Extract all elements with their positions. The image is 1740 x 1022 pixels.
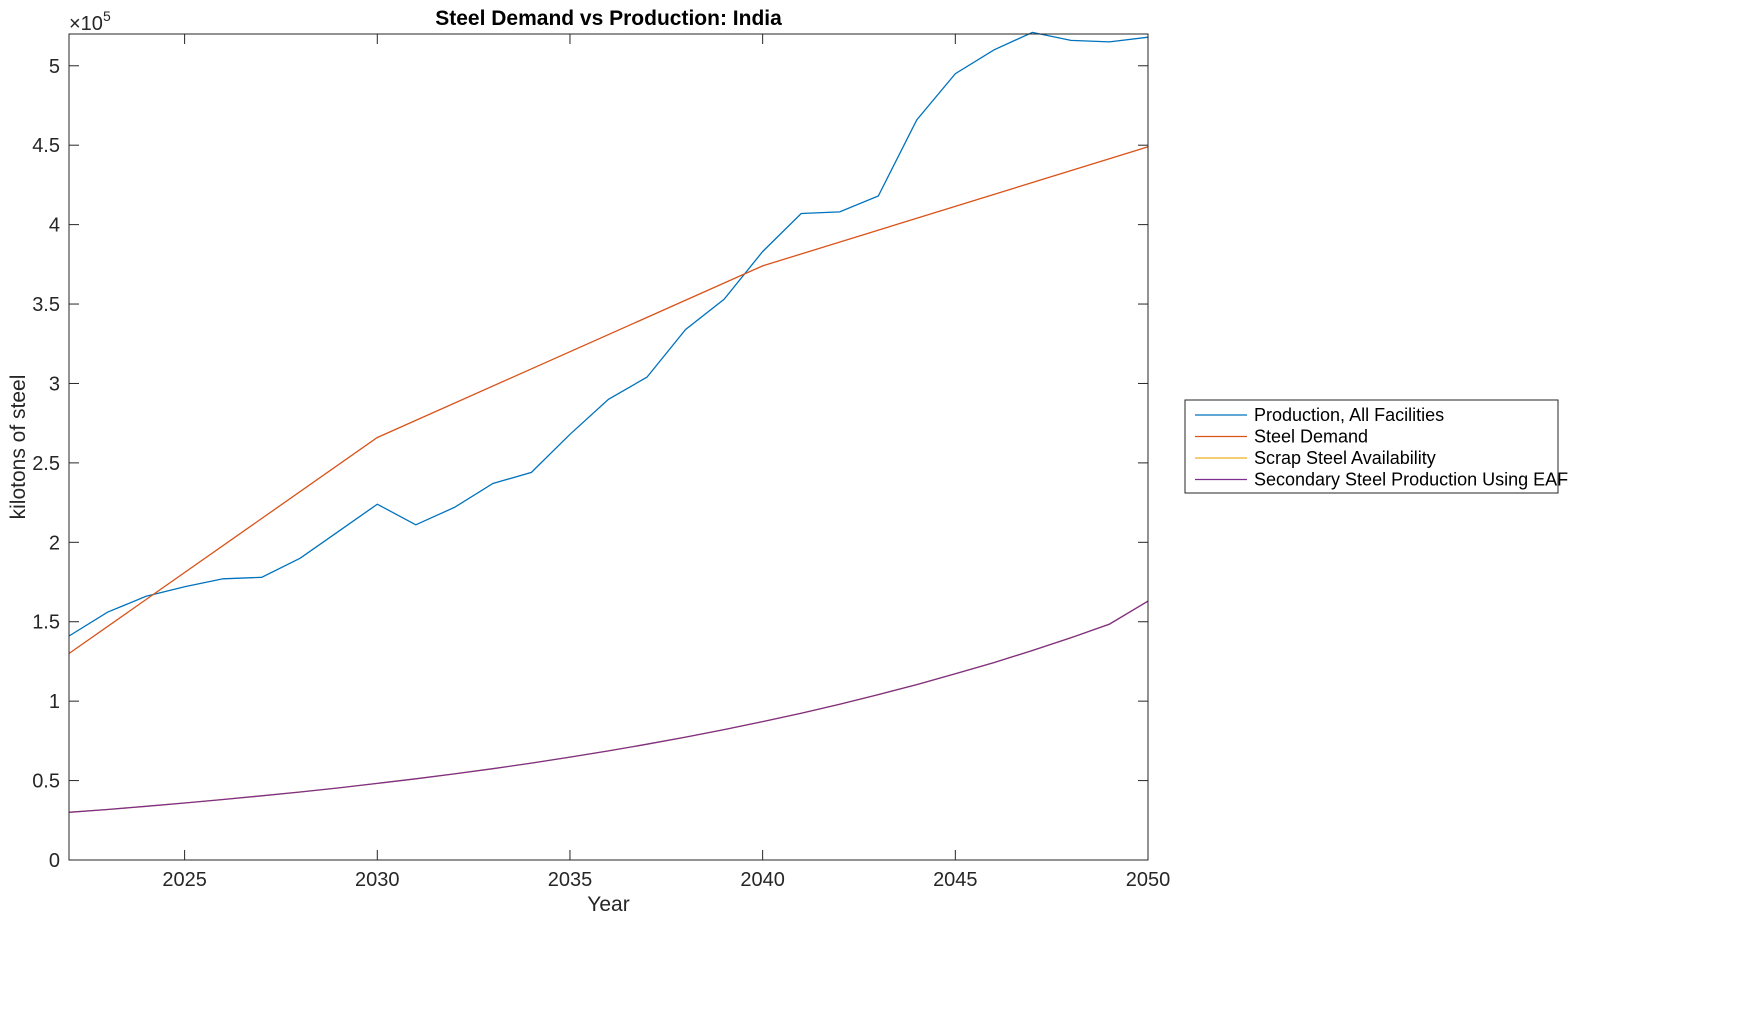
y-tick-label: 3 bbox=[49, 373, 60, 395]
x-tick-label: 2040 bbox=[740, 869, 785, 891]
y-tick-label: 4.5 bbox=[32, 135, 60, 157]
legend-label: Scrap Steel Availability bbox=[1254, 448, 1436, 468]
series-line-2 bbox=[68, 146, 1149, 655]
chart-title: Steel Demand vs Production: India bbox=[435, 7, 782, 30]
x-axis-title: Year bbox=[587, 893, 629, 916]
legend-label: Steel Demand bbox=[1254, 427, 1368, 447]
y-tick-label: 3.5 bbox=[32, 294, 60, 316]
series-line-4 bbox=[68, 600, 1149, 813]
x-tick-label: 2025 bbox=[162, 869, 207, 891]
y-tick-label: 0.5 bbox=[32, 771, 60, 793]
ticks-layer: 2025 2030 2035 2040 2045 2050 0 0.5 1 1.5 2 2.5 3 3.5… bbox=[32, 34, 1170, 891]
y-tick-label: 2.5 bbox=[32, 453, 60, 475]
y-tick-label: 0 bbox=[49, 850, 60, 872]
y-axis-title: kilotons of steel bbox=[7, 375, 30, 520]
axes-box bbox=[68, 33, 1149, 861]
y-axis-exponent-power: 5 bbox=[103, 8, 111, 24]
y-tick-label: 1 bbox=[49, 691, 60, 713]
series-line-1 bbox=[68, 31, 1149, 637]
y-axis-exponent-base: ×10 bbox=[69, 13, 103, 35]
y-tick-label: 5 bbox=[49, 56, 60, 78]
x-tick-label: 2035 bbox=[548, 869, 593, 891]
y-tick-label: 2 bbox=[49, 532, 60, 554]
legend-box bbox=[1184, 399, 1559, 494]
plot-area bbox=[69, 34, 1148, 860]
series-layer bbox=[68, 31, 1149, 813]
legend-label: Production, All Facilities bbox=[1254, 405, 1444, 425]
y-tick-label: 4 bbox=[49, 215, 60, 237]
legend-label: Secondary Steel Production Using EAF bbox=[1254, 470, 1568, 490]
x-tick-label: 2045 bbox=[933, 869, 978, 891]
x-tick-label: 2050 bbox=[1126, 869, 1171, 891]
y-tick-label: 1.5 bbox=[32, 612, 60, 634]
x-tick-label: 2030 bbox=[355, 869, 400, 891]
y-axis-exponent: ×105 bbox=[69, 8, 111, 35]
